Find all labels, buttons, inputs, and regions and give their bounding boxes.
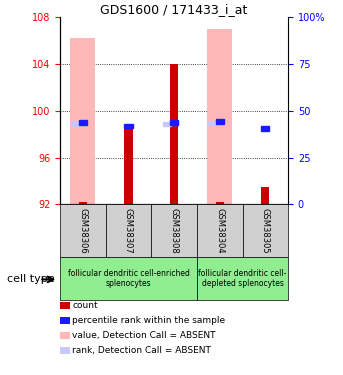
FancyBboxPatch shape [243,204,288,257]
Bar [261,126,269,130]
FancyBboxPatch shape [197,204,243,257]
Bar [170,120,178,124]
Bar [207,28,232,204]
Bar [261,187,269,204]
Bar [170,64,178,204]
Text: count: count [72,301,98,310]
Bar [163,122,171,126]
Bar [125,128,132,204]
Text: rank, Detection Call = ABSENT: rank, Detection Call = ABSENT [72,346,211,355]
Bar [216,119,224,123]
FancyBboxPatch shape [106,204,151,257]
Text: GSM38304: GSM38304 [215,208,224,254]
Text: value, Detection Call = ABSENT: value, Detection Call = ABSENT [72,331,216,340]
Text: GSM38306: GSM38306 [78,208,87,254]
Bar [79,120,87,124]
Bar [208,121,216,125]
FancyBboxPatch shape [60,257,197,300]
FancyBboxPatch shape [151,204,197,257]
Text: cell type: cell type [7,274,55,284]
Bar [71,121,80,126]
Bar [125,123,132,128]
Bar [216,202,224,204]
Bar [70,38,95,204]
Text: GSM38307: GSM38307 [124,208,133,254]
FancyBboxPatch shape [60,204,106,257]
Text: percentile rank within the sample: percentile rank within the sample [72,316,225,325]
FancyBboxPatch shape [197,257,288,300]
Title: GDS1600 / 171433_i_at: GDS1600 / 171433_i_at [100,3,248,16]
Text: GSM38308: GSM38308 [169,208,179,254]
Text: GSM38305: GSM38305 [261,208,270,254]
Text: follicular dendritic cell-enriched
splenocytes: follicular dendritic cell-enriched splen… [68,269,189,288]
Text: follicular dendritic cell-
depleted splenocytes: follicular dendritic cell- depleted sple… [198,269,287,288]
Bar [79,202,87,204]
